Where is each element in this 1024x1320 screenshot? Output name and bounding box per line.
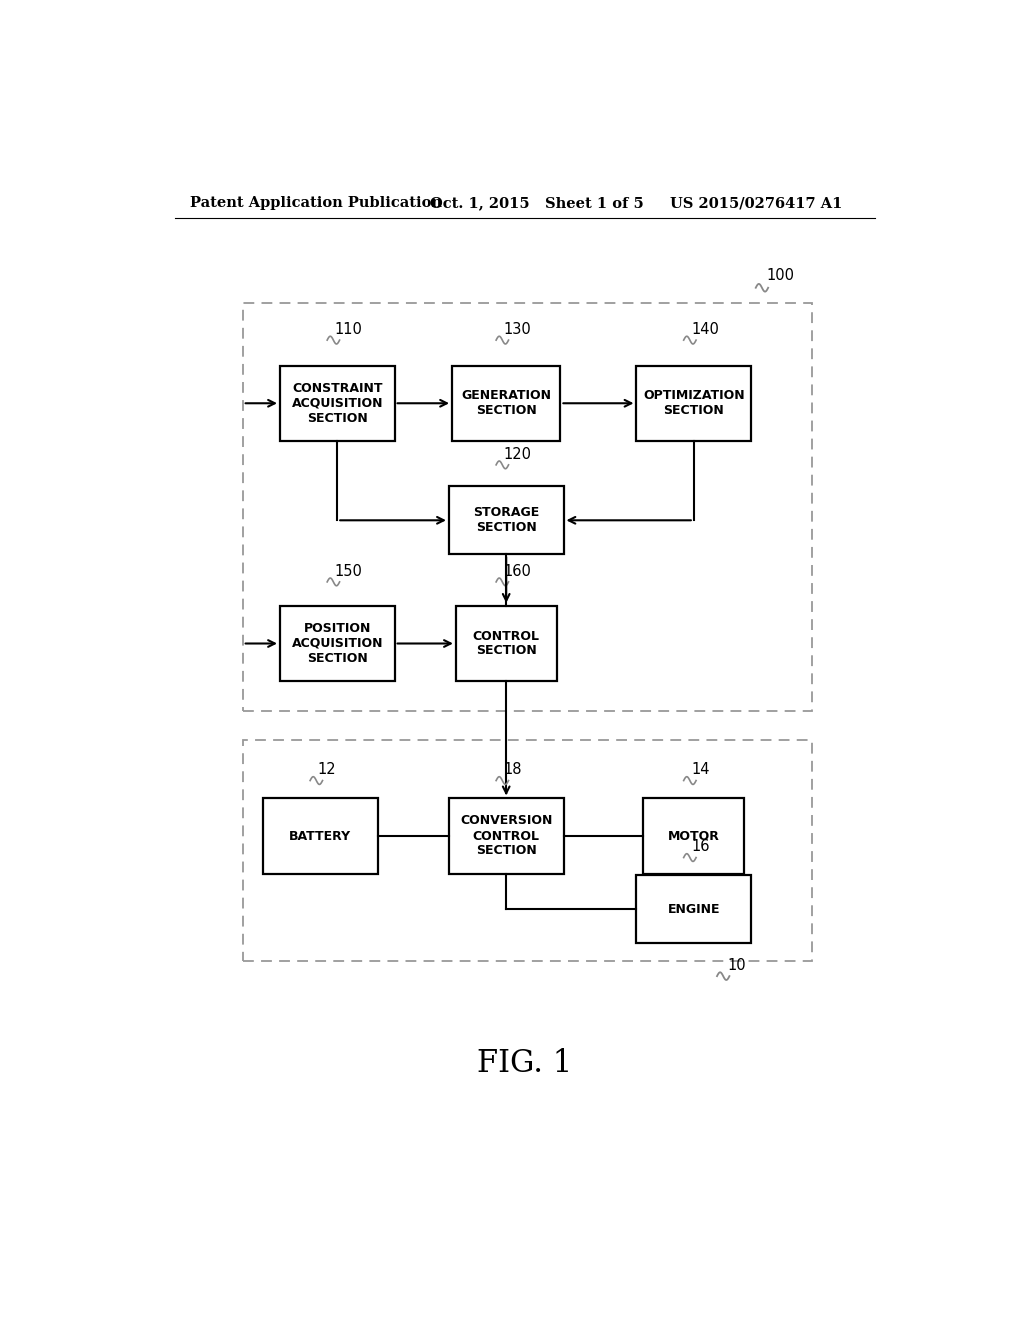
Text: 150: 150 [335,564,362,578]
Text: 130: 130 [504,322,531,337]
Text: CONSTRAINT
ACQUISITION
SECTION: CONSTRAINT ACQUISITION SECTION [292,381,383,425]
Bar [263,799,378,874]
Text: GENERATION
SECTION: GENERATION SECTION [461,389,551,417]
Bar [456,606,557,681]
Text: POSITION
ACQUISITION
SECTION: POSITION ACQUISITION SECTION [292,622,383,665]
Bar [452,366,560,441]
Text: Oct. 1, 2015   Sheet 1 of 5: Oct. 1, 2015 Sheet 1 of 5 [430,197,644,210]
Text: 100: 100 [767,268,795,282]
Text: US 2015/0276417 A1: US 2015/0276417 A1 [671,197,843,210]
Text: 12: 12 [317,762,337,777]
Text: OPTIMIZATION
SECTION: OPTIMIZATION SECTION [643,389,744,417]
Bar [449,799,563,874]
Bar [636,366,751,441]
Text: FIG. 1: FIG. 1 [477,1048,572,1078]
Text: Patent Application Publication: Patent Application Publication [190,197,442,210]
Text: BATTERY: BATTERY [289,829,351,842]
Bar [636,875,751,942]
Text: 18: 18 [504,762,522,777]
Text: 160: 160 [504,564,531,578]
Text: 10: 10 [728,958,746,973]
Bar [243,304,812,711]
Bar [449,487,563,554]
Text: CONTROL
SECTION: CONTROL SECTION [473,630,540,657]
Text: 14: 14 [691,762,710,777]
Text: MOTOR: MOTOR [668,829,720,842]
Text: STORAGE
SECTION: STORAGE SECTION [473,507,540,535]
Bar [280,366,394,441]
Text: CONVERSION
CONTROL
SECTION: CONVERSION CONTROL SECTION [460,814,552,858]
Text: 120: 120 [504,446,531,462]
Text: 140: 140 [691,322,719,337]
Text: 16: 16 [691,840,710,854]
Bar [243,739,812,961]
Text: 110: 110 [335,322,362,337]
Bar [643,799,744,874]
Text: ENGINE: ENGINE [668,903,720,916]
Bar [280,606,394,681]
